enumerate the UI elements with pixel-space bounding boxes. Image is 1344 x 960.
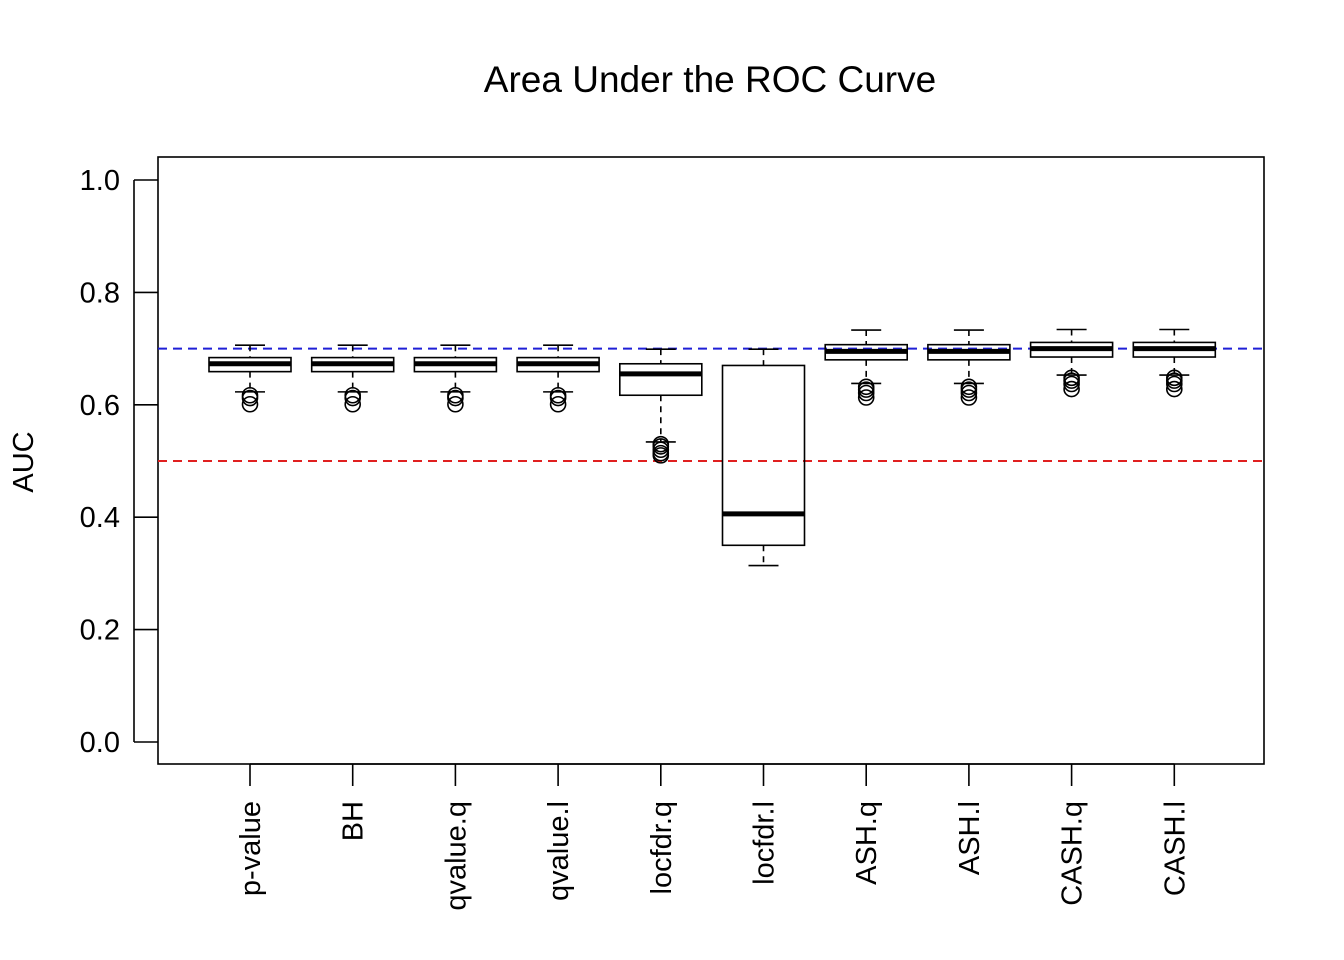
x-tick-label: qvalue.q <box>440 801 472 911</box>
outlier-point <box>652 447 670 464</box>
outlier-point <box>241 386 259 404</box>
y-tick-label: 1.0 <box>80 165 120 197</box>
box-p-value <box>208 344 292 413</box>
x-tick-label: locfdr.q <box>646 801 678 895</box>
x-tick-label: ASH.q <box>851 801 883 885</box>
outlier-point <box>549 386 567 404</box>
iqr-box <box>618 362 703 397</box>
x-tick-label: p-value <box>235 801 267 896</box>
box-locfdr.q <box>618 348 703 464</box>
x-tick-label: ASH.l <box>954 801 986 875</box>
box-CASH.q <box>1029 328 1114 398</box>
iqr-box <box>721 364 806 547</box>
y-axis: 0.0 0.2 0.4 0.6 0.8 1.0 <box>80 165 158 759</box>
box-qvalue.l <box>516 344 600 413</box>
y-axis-label: AUC <box>8 431 40 492</box>
y-tick-label: 0.2 <box>80 615 120 647</box>
x-tick-label: CASH.q <box>1057 801 1089 906</box>
box-CASH.l <box>1132 328 1217 398</box>
x-tick-label: CASH.l <box>1159 801 1191 896</box>
y-tick-label: 0.0 <box>80 727 120 759</box>
outlier-point <box>1166 380 1183 398</box>
box-BH <box>310 344 395 413</box>
outlier-point <box>344 386 362 404</box>
outlier-point <box>549 395 567 413</box>
outlier-point <box>447 395 464 413</box>
boxes <box>208 328 1217 567</box>
outlier-point <box>960 384 978 402</box>
box-qvalue.q <box>413 344 498 413</box>
y-tick-label: 0.4 <box>80 502 120 534</box>
outlier-point <box>1063 375 1080 393</box>
chart-title: Area Under the ROC Curve <box>484 59 936 100</box>
y-tick-label: 0.6 <box>80 390 120 422</box>
box-locfdr.l <box>721 348 806 567</box>
outlier-point <box>241 395 259 413</box>
outlier-point <box>960 389 978 406</box>
box-ASH.q <box>824 329 909 406</box>
x-tick-label: BH <box>338 801 370 841</box>
x-tick-label: qvalue.l <box>543 801 575 901</box>
y-tick-label: 0.8 <box>80 277 120 309</box>
outlier-point <box>1166 375 1183 393</box>
x-tick-label: locfdr.l <box>749 801 781 885</box>
box-ASH.l <box>927 329 1011 406</box>
outlier-point <box>857 384 875 402</box>
outlier-point <box>447 386 464 404</box>
outlier-point <box>344 395 362 413</box>
x-axis: p-value BH qvalue.q qvalue.l locfdr.q locfdr.… <box>235 763 1191 911</box>
outlier-point <box>1063 380 1080 398</box>
outlier-point <box>857 389 875 406</box>
